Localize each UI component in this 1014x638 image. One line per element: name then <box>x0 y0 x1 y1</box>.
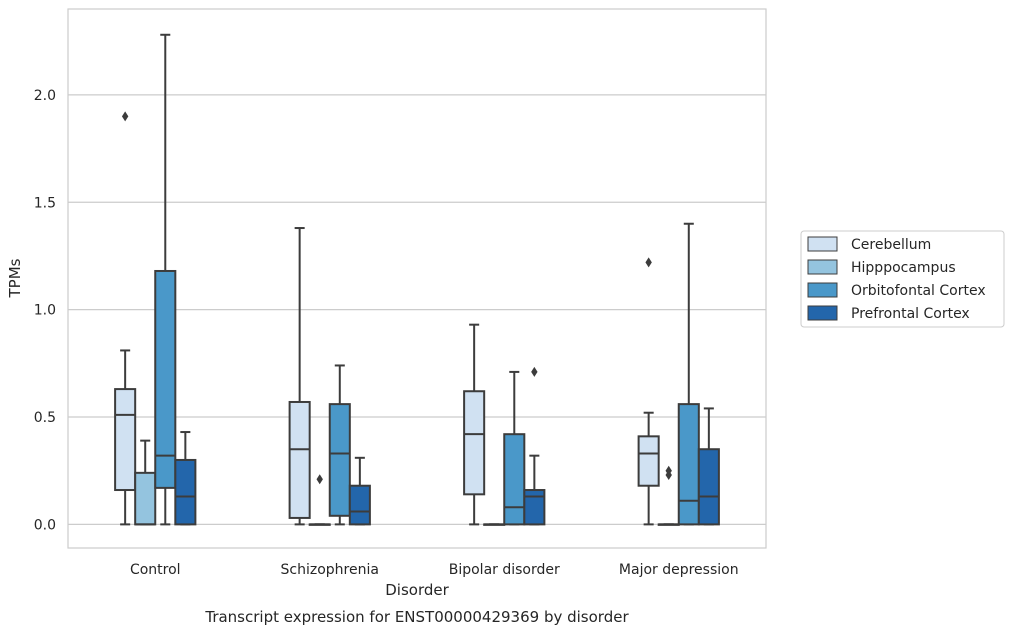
box-prefrontal-cortex <box>523 366 546 526</box>
legend-swatch <box>807 236 838 252</box>
box-orbitofontal-cortex <box>677 222 700 526</box>
box-hipppocampus <box>657 465 680 526</box>
legend-label: Hipppocampus <box>851 260 956 276</box>
box-hipppocampus <box>483 523 506 526</box>
outlier-point <box>645 257 652 268</box>
box-iqr <box>348 484 371 526</box>
box-iqr <box>463 390 486 496</box>
legend-label: Orbitofontal Cortex <box>851 283 986 299</box>
y-tick-label: 1.0 <box>34 303 56 319</box>
box-iqr <box>114 388 137 492</box>
box-iqr <box>697 448 720 526</box>
box-hipppocampus <box>134 439 157 526</box>
box-prefrontal-cortex <box>697 407 720 526</box>
legend-swatch <box>807 282 838 298</box>
x-tick-label: Major depression <box>619 562 739 578</box>
y-axis-label: TPMs <box>6 258 24 298</box>
box-iqr <box>174 458 197 526</box>
x-axis-ticks: Control Schizophrenia Bipolar disorder Majo… <box>130 562 739 578</box>
box-orbitofontal-cortex <box>154 33 177 526</box>
box-orbitofontal-cortex <box>503 370 526 526</box>
y-tick-label: 0.0 <box>34 517 56 533</box>
x-tick-label: Schizophrenia <box>281 562 379 578</box>
plot-area-frame <box>67 8 767 549</box>
box-iqr <box>288 400 311 519</box>
box-cerebellum <box>637 257 660 526</box>
box-iqr <box>637 435 660 487</box>
y-tick-label: 1.5 <box>34 195 56 211</box>
box-orbitofontal-cortex <box>328 364 351 526</box>
box-iqr <box>154 269 177 489</box>
box-cerebellum <box>463 323 486 526</box>
box-iqr <box>523 489 546 526</box>
y-tick-label: 2.0 <box>34 88 56 104</box>
x-tick-label: Control <box>130 562 181 578</box>
box-cerebellum <box>114 111 137 526</box>
outlier-point <box>665 465 672 476</box>
box-hipppocampus <box>308 474 331 526</box>
box-iqr <box>328 403 351 517</box>
box-iqr <box>677 403 700 526</box>
box-iqr <box>503 433 526 526</box>
box-prefrontal-cortex <box>174 431 197 526</box>
outlier-point <box>531 366 538 377</box>
box-iqr <box>134 471 157 526</box>
legend-frame <box>800 230 1005 328</box>
outlier-point <box>316 474 323 485</box>
y-axis-ticks: 0.0 0.5 1.0 1.5 2.0 <box>34 88 56 533</box>
box-cerebellum <box>288 227 311 526</box>
x-axis-label: Disorder <box>385 581 449 599</box>
legend-label: Prefrontal Cortex <box>851 306 970 322</box>
y-tick-label: 0.5 <box>34 410 56 426</box>
x-tick-label: Bipolar disorder <box>449 562 560 578</box>
boxes <box>114 33 720 526</box>
legend-label: Cerebellum <box>851 237 931 253</box>
legend-swatch <box>807 305 838 321</box>
chart-title: Transcript expression for ENST0000042936… <box>204 608 629 626</box>
legend: Cerebellum Hipppocampus Orbitofontal Corte… <box>800 230 1005 328</box>
legend-swatch <box>807 259 838 275</box>
box-prefrontal-cortex <box>348 456 371 526</box>
outlier-point <box>121 111 129 122</box>
